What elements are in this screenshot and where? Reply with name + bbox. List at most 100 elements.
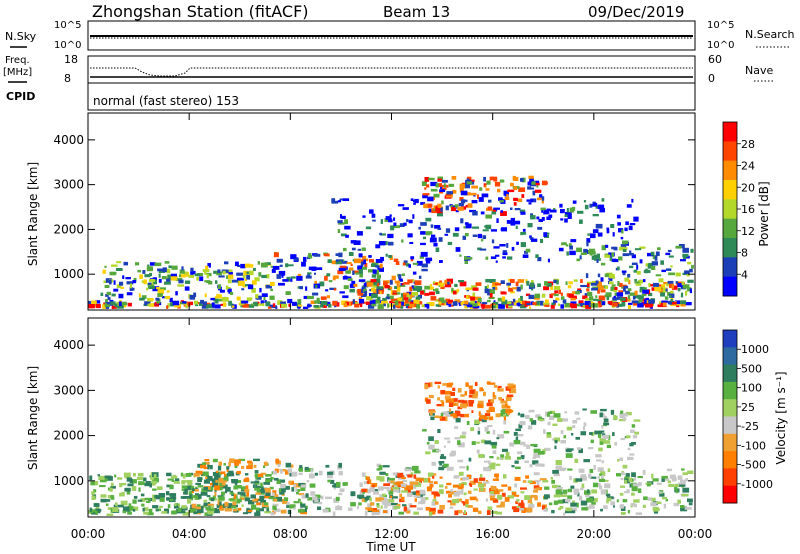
- range-gate-cell: [177, 284, 184, 287]
- range-gate-cell: [200, 491, 208, 496]
- range-gate-cell: [477, 247, 482, 251]
- range-gate-cell: [406, 510, 411, 514]
- range-gate-cell: [142, 270, 146, 274]
- range-gate-cell: [390, 225, 395, 231]
- range-gate-cell: [547, 421, 551, 426]
- range-gate-cell: [538, 418, 545, 421]
- range-gate-cell: [680, 505, 685, 509]
- range-gate-cell: [439, 301, 445, 306]
- range-gate-cell: [643, 287, 647, 292]
- range-gate-cell: [402, 504, 407, 507]
- range-gate-cell: [537, 416, 543, 421]
- range-gate-cell: [661, 284, 666, 288]
- range-gate-cell: [440, 400, 444, 403]
- range-gate-cell: [272, 303, 276, 308]
- power-scatter-field: [88, 175, 694, 309]
- range-gate-cell: [127, 505, 134, 511]
- range-gate-cell: [345, 266, 348, 270]
- range-gate-cell: [466, 295, 470, 300]
- range-gate-cell: [349, 283, 355, 288]
- range-gate-cell: [359, 273, 363, 278]
- range-gate-cell: [604, 479, 609, 482]
- range-gate-cell: [492, 395, 497, 400]
- range-gate-cell: [666, 468, 673, 472]
- range-gate-cell: [555, 465, 562, 471]
- range-gate-cell: [439, 260, 443, 263]
- colorbar-tick-label: 12: [741, 225, 755, 238]
- range-gate-cell: [685, 477, 688, 482]
- range-gate-cell: [601, 285, 608, 289]
- range-gate-cell: [493, 300, 496, 303]
- range-gate-cell: [194, 489, 199, 492]
- range-gate-cell: [158, 493, 166, 498]
- range-gate-cell: [473, 488, 478, 491]
- range-gate-cell: [111, 305, 117, 309]
- range-gate-cell: [332, 300, 338, 306]
- range-gate-cell: [115, 502, 118, 507]
- range-gate-cell: [433, 481, 438, 485]
- xaxis-label: Time UT: [365, 540, 416, 554]
- range-gate-cell: [411, 481, 419, 485]
- range-gate-cell: [342, 198, 350, 201]
- range-gate-cell: [253, 267, 256, 271]
- range-gate-cell: [456, 288, 460, 293]
- range-gate-cell: [366, 282, 373, 287]
- range-gate-cell: [387, 303, 390, 308]
- range-gate-cell: [578, 300, 584, 305]
- range-gate-cell: [552, 423, 558, 426]
- range-gate-cell: [437, 509, 444, 514]
- range-gate-cell: [385, 296, 391, 300]
- range-gate-cell: [126, 490, 131, 495]
- range-gate-cell: [244, 495, 249, 499]
- range-gate-cell: [549, 415, 555, 420]
- range-gate-cell: [597, 299, 603, 302]
- range-gate-cell: [322, 304, 327, 308]
- range-gate-cell: [479, 415, 486, 420]
- range-gate-cell: [510, 222, 516, 226]
- range-gate-cell: [507, 285, 510, 288]
- range-gate-cell: [537, 257, 542, 262]
- range-gate-cell: [677, 288, 681, 292]
- range-gate-cell: [432, 448, 439, 453]
- range-gate-cell: [622, 240, 629, 245]
- range-gate-cell: [485, 279, 490, 283]
- range-gate-cell: [431, 501, 436, 506]
- range-gate-cell: [372, 269, 377, 274]
- range-gate-cell: [262, 303, 265, 306]
- range-gate-cell: [458, 510, 463, 514]
- range-gate-cell: [216, 470, 219, 473]
- range-gate-cell: [553, 473, 560, 477]
- range-gate-cell: [388, 241, 394, 246]
- nsky-tick-top: 10^5: [54, 20, 81, 31]
- range-gate-cell: [178, 279, 184, 284]
- range-gate-cell: [379, 232, 382, 236]
- range-gate-cell: [687, 498, 693, 503]
- range-gate-cell: [495, 254, 500, 257]
- range-gate-cell: [585, 273, 589, 279]
- range-gate-cell: [445, 193, 452, 196]
- range-gate-cell: [420, 493, 423, 499]
- range-gate-cell: [325, 289, 329, 292]
- range-gate-cell: [403, 222, 407, 226]
- range-gate-cell: [517, 302, 521, 307]
- range-gate-cell: [397, 204, 405, 207]
- range-gate-cell: [207, 263, 211, 267]
- range-gate-cell: [609, 257, 613, 261]
- range-gate-cell: [150, 476, 153, 480]
- range-gate-cell: [504, 456, 511, 460]
- range-gate-cell: [188, 274, 194, 278]
- range-gate-cell: [462, 477, 470, 481]
- range-gate-cell: [376, 286, 384, 291]
- range-gate-cell: [527, 186, 532, 190]
- range-gate-cell: [586, 497, 594, 503]
- range-gate-cell: [595, 454, 602, 458]
- range-gate-cell: [490, 256, 497, 259]
- range-gate-cell: [526, 303, 531, 305]
- range-gate-cell: [301, 261, 306, 267]
- range-gate-cell: [427, 472, 434, 477]
- nave-tick-bottom: 0: [708, 72, 715, 85]
- range-gate-cell: [217, 486, 223, 491]
- range-gate-cell: [585, 492, 590, 498]
- range-gate-cell: [497, 388, 504, 392]
- range-gate-cell: [623, 247, 628, 250]
